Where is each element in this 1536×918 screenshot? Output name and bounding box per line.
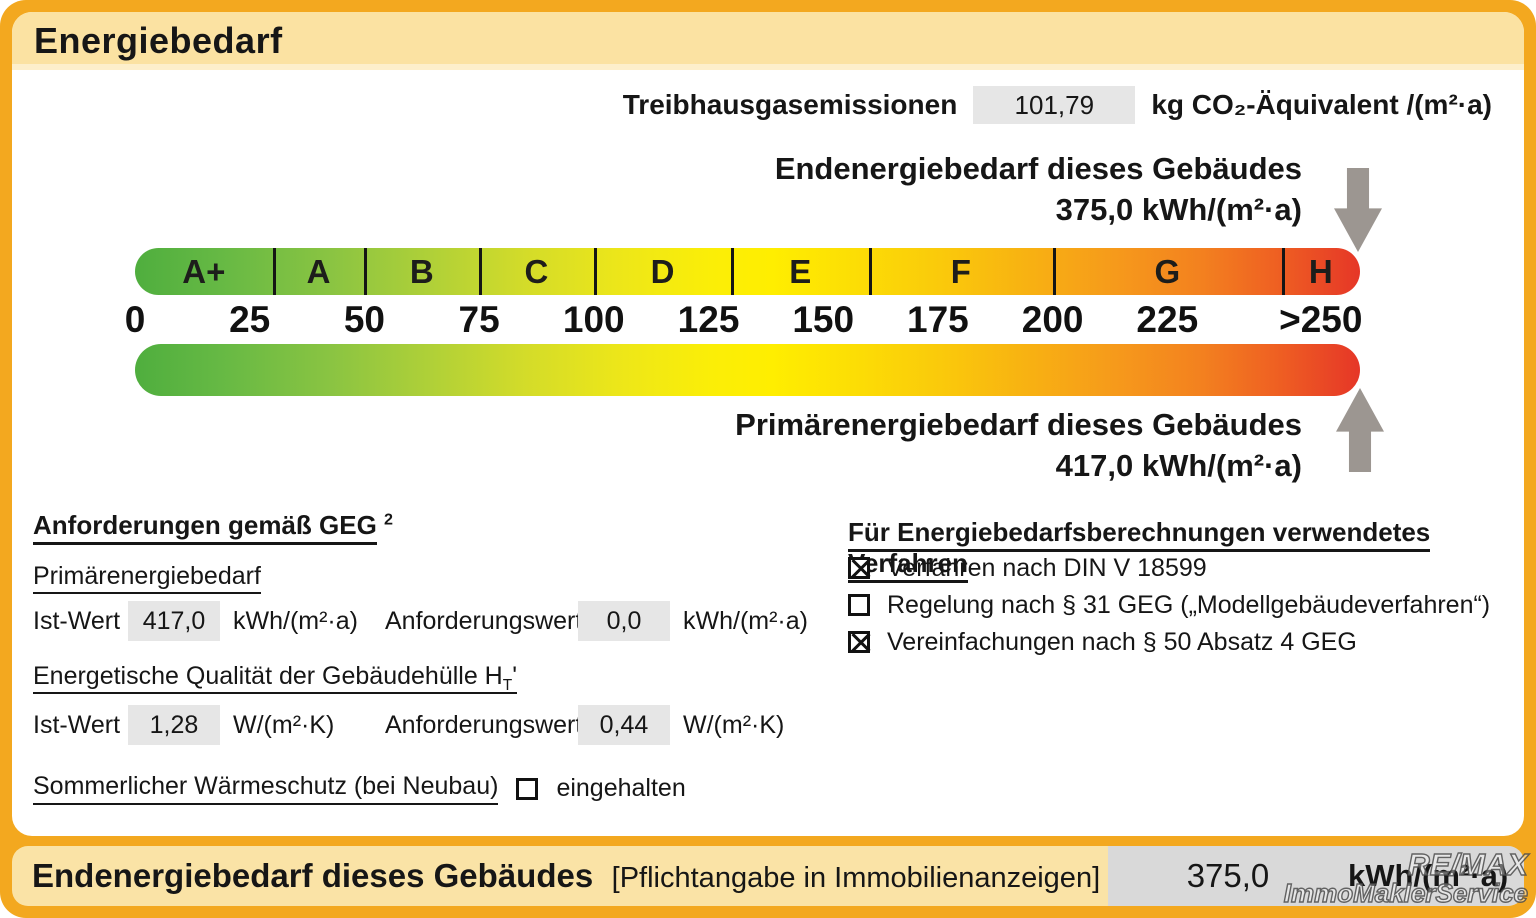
class-label-e: E [789, 253, 812, 290]
class-divider [593, 248, 597, 295]
primary-energy-value: 417,0 kWh/(m²·a) [1055, 448, 1302, 483]
class-label-b: B [409, 253, 434, 290]
ghg-unit: kg CO₂-Äquivalent /(m²·a) [1151, 89, 1492, 120]
primary-energy-block: Primärenergiebedarf dieses Gebäudes 417,… [735, 404, 1302, 486]
method-item: Verfahren nach DIN V 18599 [848, 553, 1490, 582]
footer-note: [Pflichtangabe in Immobilienanzeigen] [611, 862, 1101, 894]
method-item: Regelung nach § 31 GEG („Modellgebäudeve… [848, 590, 1491, 619]
end-energy-block: Endenergiebedarf dieses Gebäudes 375,0 k… [775, 148, 1302, 230]
method-list: Verfahren nach DIN V 18599 Regelung nach… [848, 553, 1491, 656]
class-divider [1052, 248, 1056, 295]
ist-wert-label: Ist-Wert [33, 711, 121, 739]
tick-250plus: >250 [1279, 299, 1363, 340]
anforderungswert-field[interactable]: 0,44 [578, 705, 670, 745]
class-divider [1281, 248, 1285, 295]
ghg-emissions-row: Treibhausgasemissionen 101,79 kg CO₂-Äqu… [623, 86, 1492, 124]
primary-energy-subheading: Primärenergiebedarf [33, 562, 261, 594]
ist-wert-unit: kWh/(m²·a) [233, 607, 358, 635]
tick-225: 225 [1136, 299, 1199, 340]
ghg-label: Treibhausgasemissionen [622, 89, 958, 120]
energy-scale: A+ A B C D E F G H 0 25 50 75 100 125 15… [125, 248, 1363, 396]
eingehalten-label: eingehalten [556, 774, 686, 802]
ist-wert-label: Ist-Wert [33, 607, 121, 635]
ghg-value-field[interactable]: 101,79 [973, 86, 1136, 124]
anforderungswert-field[interactable]: 0,0 [578, 601, 670, 641]
footer-text: Endenergiebedarf dieses Gebäudes [Pflich… [32, 846, 1100, 906]
class-label-aplus: A+ [182, 253, 226, 290]
scale-axis: 0 25 50 75 100 125 150 175 200 225 >250 [125, 295, 1363, 344]
main-panel: Energiebedarf Treibhausgasemissionen 101… [12, 12, 1524, 836]
tick-0: 0 [124, 299, 146, 340]
anforderungswert-label: Anforderungswert [385, 607, 583, 635]
tick-200: 200 [1021, 299, 1084, 340]
energy-class-band: A+ A B C D E F G H [135, 248, 1360, 295]
tick-50: 50 [343, 299, 386, 340]
class-divider [731, 248, 735, 295]
class-label-c: C [524, 253, 549, 290]
envelope-values-row: Ist-Wert 1,28 W/(m²·K) Anforderungswert … [33, 704, 813, 746]
class-label-g: G [1154, 253, 1181, 290]
tick-75: 75 [458, 299, 500, 340]
tick-175: 175 [906, 299, 969, 340]
tick-100: 100 [562, 299, 625, 340]
method-item-label: Verfahren nach DIN V 18599 [887, 553, 1207, 582]
primary-energy-title: Primärenergiebedarf dieses Gebäudes [735, 407, 1302, 442]
footer-value-field: 375,0 kWh/(m²·a) [1108, 846, 1524, 906]
class-label-d: D [650, 253, 675, 290]
eingehalten-checkbox[interactable] [516, 777, 539, 800]
method-heading: Für Energiebedarfsberechnungen verwendet… [848, 517, 1524, 583]
primary-energy-values-row: Ist-Wert 417,0 kWh/(m²·a) Anforderungswe… [33, 600, 813, 642]
primary-energy-marker-arrow-icon [1336, 388, 1384, 472]
summer-heat-protection-row: Sommerlicher Wärmeschutz (bei Neubau) ei… [33, 772, 686, 805]
tick-25: 25 [229, 299, 271, 340]
ist-wert-unit: W/(m²·K) [233, 711, 335, 739]
anforderungswert-unit: W/(m²·K) [683, 711, 785, 739]
class-label-h: H [1308, 253, 1333, 290]
method-item-label: Regelung nach § 31 GEG („Modellgebäudeve… [887, 590, 1491, 619]
footer-title: Endenergiebedarf dieses Gebäudes [32, 857, 594, 894]
end-energy-marker-arrow-icon [1334, 168, 1382, 252]
anforderungswert-unit: kWh/(m²·a) [683, 607, 808, 635]
class-divider [869, 248, 873, 295]
ist-wert-field[interactable]: 417,0 [128, 601, 220, 641]
requirements-heading-footnote: 2 [384, 510, 394, 529]
requirements-heading: Anforderungen gemäß GEG 2 [33, 510, 394, 545]
method-item-label: Vereinfachungen nach § 50 Absatz 4 GEG [887, 627, 1357, 656]
end-energy-title: Endenergiebedarf dieses Gebäudes [774, 151, 1302, 186]
class-divider [479, 248, 483, 295]
footer-unit: kWh/(m²·a) [1348, 858, 1509, 893]
class-label-a: A [306, 253, 331, 290]
method-item: Vereinfachungen nach § 50 Absatz 4 GEG [848, 627, 1490, 656]
page-title: Energiebedarf [34, 20, 283, 61]
anforderungswert-label: Anforderungswert [385, 711, 583, 739]
class-label-f: F [950, 253, 971, 290]
footer-value: 375,0 [1186, 857, 1270, 894]
gradient-band [135, 344, 1360, 396]
header-strip [12, 12, 1524, 70]
paragraph-50-geg-checkbox[interactable] [848, 631, 870, 653]
paragraph-31-geg-checkbox[interactable] [848, 594, 870, 616]
class-divider [364, 248, 368, 295]
footer-panel: Endenergiebedarf dieses Gebäudes [Pflich… [12, 846, 1524, 906]
ist-wert-field[interactable]: 1,28 [128, 705, 220, 745]
tick-125: 125 [677, 299, 740, 340]
class-divider [272, 248, 276, 295]
summer-heat-protection-label: Sommerlicher Wärmeschutz (bei Neubau) [33, 772, 499, 805]
envelope-quality-heading: Energetische Qualität der Gebäudehülle H… [33, 662, 517, 694]
tick-150: 150 [792, 299, 855, 340]
end-energy-value: 375,0 kWh/(m²·a) [1055, 192, 1302, 227]
din-v-18599-checkbox[interactable] [848, 557, 870, 579]
